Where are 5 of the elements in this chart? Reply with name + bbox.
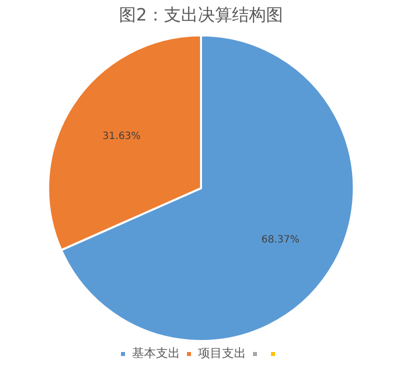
data-label: 68.37% bbox=[261, 234, 300, 246]
chart-title: 图2：支出决算结构图 bbox=[119, 6, 283, 26]
legend-label: 项目支出 bbox=[198, 346, 246, 360]
legend-label: 基本支出 bbox=[132, 346, 180, 360]
data-label: 31.63% bbox=[102, 131, 141, 142]
